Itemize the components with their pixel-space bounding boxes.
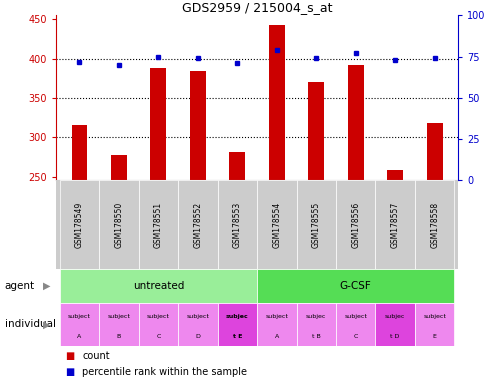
Bar <box>138 180 178 269</box>
Text: subjec: subjec <box>226 314 248 319</box>
Bar <box>60 303 99 346</box>
Bar <box>217 180 257 269</box>
Text: A: A <box>274 334 278 339</box>
Text: ▶: ▶ <box>44 281 51 291</box>
Bar <box>60 180 99 269</box>
Text: A: A <box>77 334 81 339</box>
Text: GSM178549: GSM178549 <box>75 202 84 248</box>
Bar <box>375 180 414 269</box>
Text: B: B <box>117 334 121 339</box>
Text: GSM178557: GSM178557 <box>390 202 399 248</box>
Bar <box>111 154 126 180</box>
Text: GSM178558: GSM178558 <box>429 202 438 248</box>
Text: subjec: subjec <box>384 314 405 319</box>
Text: ▶: ▶ <box>44 319 51 329</box>
Text: GSM178550: GSM178550 <box>114 202 123 248</box>
Text: subjec: subjec <box>305 314 326 319</box>
Bar <box>217 303 257 346</box>
Text: G-CSF: G-CSF <box>339 281 371 291</box>
Bar <box>178 303 217 346</box>
Text: ■: ■ <box>65 367 75 377</box>
Bar <box>414 303 454 346</box>
Bar <box>257 180 296 269</box>
Text: individual: individual <box>5 319 56 329</box>
Text: t E: t E <box>232 334 242 339</box>
Bar <box>296 303 335 346</box>
Text: C: C <box>156 334 160 339</box>
Text: GSM178553: GSM178553 <box>232 202 242 248</box>
Bar <box>375 303 414 346</box>
Bar <box>229 152 245 180</box>
Bar <box>426 123 441 180</box>
Text: D: D <box>195 334 200 339</box>
Bar <box>257 303 296 346</box>
Text: GSM178554: GSM178554 <box>272 202 281 248</box>
Text: E: E <box>432 334 436 339</box>
Text: GSM178555: GSM178555 <box>311 202 320 248</box>
Bar <box>150 68 166 180</box>
Text: percentile rank within the sample: percentile rank within the sample <box>82 367 247 377</box>
Text: t B: t B <box>311 334 320 339</box>
Text: subject: subject <box>107 314 130 319</box>
Text: GSM178556: GSM178556 <box>350 202 360 248</box>
Text: count: count <box>82 351 110 361</box>
Bar <box>99 303 138 346</box>
Bar <box>347 65 363 180</box>
Text: subject: subject <box>265 314 287 319</box>
Text: subject: subject <box>186 314 209 319</box>
Bar <box>138 303 178 346</box>
Bar <box>335 303 375 346</box>
Bar <box>72 126 87 180</box>
Text: subject: subject <box>344 314 366 319</box>
Text: ■: ■ <box>65 351 75 361</box>
Text: C: C <box>353 334 357 339</box>
Bar <box>335 180 375 269</box>
Bar <box>296 180 335 269</box>
Text: subject: subject <box>147 314 169 319</box>
Text: GSM178551: GSM178551 <box>153 202 163 248</box>
Text: t D: t D <box>390 334 399 339</box>
Title: GDS2959 / 215004_s_at: GDS2959 / 215004_s_at <box>182 1 332 14</box>
Bar <box>60 269 257 303</box>
Text: GSM178552: GSM178552 <box>193 202 202 248</box>
Text: agent: agent <box>5 281 35 291</box>
Bar <box>178 180 217 269</box>
Bar <box>257 269 454 303</box>
Bar <box>308 82 323 180</box>
Text: subject: subject <box>423 314 445 319</box>
Bar <box>99 180 138 269</box>
Bar <box>56 180 457 269</box>
Bar <box>414 180 454 269</box>
Text: untreated: untreated <box>133 281 184 291</box>
Bar <box>190 71 205 180</box>
Bar <box>268 25 284 180</box>
Text: subject: subject <box>68 314 91 319</box>
Bar <box>387 170 402 180</box>
